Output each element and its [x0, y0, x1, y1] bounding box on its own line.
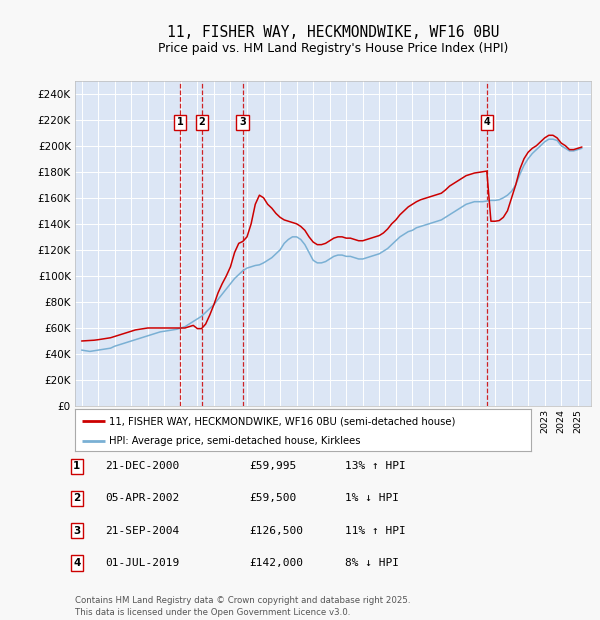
- Text: Contains HM Land Registry data © Crown copyright and database right 2025.
This d: Contains HM Land Registry data © Crown c…: [75, 596, 410, 617]
- Text: 1% ↓ HPI: 1% ↓ HPI: [345, 494, 399, 503]
- Text: 13% ↑ HPI: 13% ↑ HPI: [345, 461, 406, 471]
- Text: 4: 4: [484, 117, 490, 127]
- Text: 11, FISHER WAY, HECKMONDWIKE, WF16 0BU (semi-detached house): 11, FISHER WAY, HECKMONDWIKE, WF16 0BU (…: [109, 416, 455, 426]
- Text: Price paid vs. HM Land Registry's House Price Index (HPI): Price paid vs. HM Land Registry's House …: [158, 42, 508, 55]
- Text: 11, FISHER WAY, HECKMONDWIKE, WF16 0BU: 11, FISHER WAY, HECKMONDWIKE, WF16 0BU: [167, 25, 499, 40]
- Text: 3: 3: [239, 117, 246, 127]
- Text: £59,995: £59,995: [249, 461, 296, 471]
- Text: 4: 4: [73, 558, 80, 568]
- Text: 05-APR-2002: 05-APR-2002: [105, 494, 179, 503]
- Text: HPI: Average price, semi-detached house, Kirklees: HPI: Average price, semi-detached house,…: [109, 436, 361, 446]
- Text: £59,500: £59,500: [249, 494, 296, 503]
- Text: 2: 2: [199, 117, 205, 127]
- Text: 21-SEP-2004: 21-SEP-2004: [105, 526, 179, 536]
- Text: 3: 3: [73, 526, 80, 536]
- Text: 21-DEC-2000: 21-DEC-2000: [105, 461, 179, 471]
- Text: 2: 2: [73, 494, 80, 503]
- Text: £126,500: £126,500: [249, 526, 303, 536]
- Text: 1: 1: [177, 117, 184, 127]
- Text: £142,000: £142,000: [249, 558, 303, 568]
- Text: 11% ↑ HPI: 11% ↑ HPI: [345, 526, 406, 536]
- Text: 1: 1: [73, 461, 80, 471]
- Text: 01-JUL-2019: 01-JUL-2019: [105, 558, 179, 568]
- Text: 8% ↓ HPI: 8% ↓ HPI: [345, 558, 399, 568]
